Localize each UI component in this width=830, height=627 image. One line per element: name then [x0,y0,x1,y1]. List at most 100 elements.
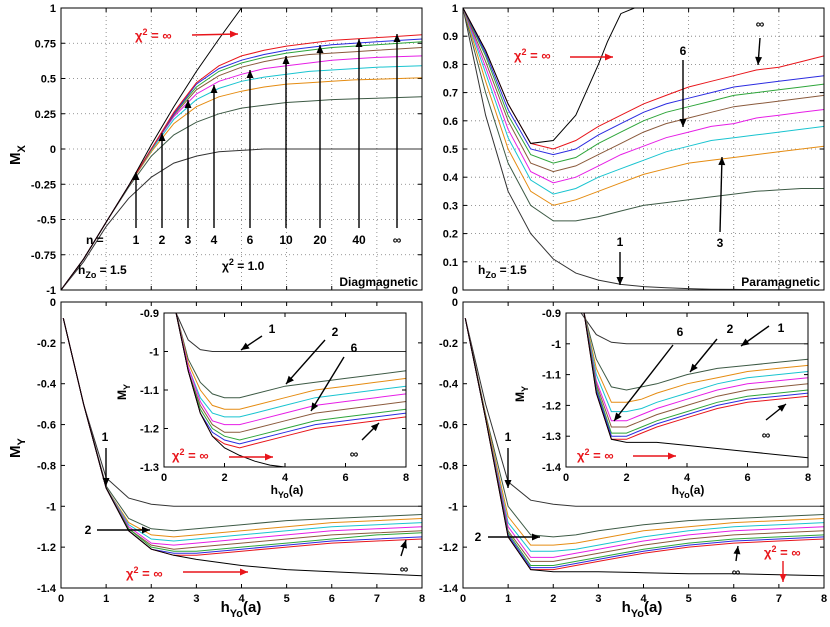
br-series-1 [464,318,824,507]
bl-xtick-label-4: 4 [238,593,245,605]
tl-n-prefix: n = [86,233,104,247]
tl-series-inf [60,34,423,291]
bl-inset-xtick-label-1: 2 [221,472,227,484]
bl-inset-xlabel: hYo(a) [271,483,304,500]
bl-inset-arrow-1-shaft [285,339,326,385]
bl-arrow-0-head [102,478,110,486]
br-inset-xtick-label-1: 2 [623,472,629,484]
tr-arrow-label-0: ∞ [756,17,765,31]
br-inset-series-chi2inf [583,312,809,459]
tl-arrow-label-8: ∞ [393,233,402,247]
tl-frame [60,7,423,291]
tr-ytick-label-6: 0.6 [443,116,458,128]
panels: -1-0.75-0.5-0.2500.250.50.751MXDiagmagne… [7,3,827,620]
tr-arrow-2-shaft [719,156,723,233]
bl-ytick-label-6: -0.2 [37,338,56,350]
bl-inset-series-10 [175,312,407,433]
bl-ytick-label-7: 0 [50,297,56,309]
bl-inset-series-3 [175,312,407,410]
tr-arrow-label-1: 6 [680,44,687,58]
br-ytick-label-6: -0.2 [439,338,458,350]
tl-arrow-label-2: 3 [185,233,192,247]
br-arrow-1 [488,533,540,541]
bl-arrow-2 [400,539,407,557]
bl-inset-chi-inf-arrow [229,453,273,461]
bl-chi-inf-arrow-head [240,568,248,576]
tl-ytick-label-2: -0.5 [37,215,56,227]
tr-arrow-1 [679,60,687,127]
br-inset-arrow-3-head [777,404,786,412]
br-inset-frame [565,312,809,468]
br-inset-ytick-label-1: -1.3 [542,431,561,443]
br-inset-xtick-label-3: 6 [744,472,750,484]
tl-arrow-2 [184,100,192,228]
bl-inset-ytick-label-0: -1.3 [140,462,159,474]
br-arrow-0 [504,448,512,488]
bl-arrow-label-2: ∞ [400,562,409,576]
tl-arrow-label-3: 4 [211,233,218,247]
tl-series-1 [60,148,422,291]
br-inset-arrow-1 [689,338,718,373]
br-inset-series-6 [583,312,809,422]
tl-arrow-5-head [282,56,290,64]
tr-ytick-label-4: 0.4 [443,172,459,184]
tr-series-3 [462,7,825,206]
tl-arrow-2-head [184,100,192,108]
br-series-2 [464,318,825,538]
bl-xlabel: hYo(a) [221,599,262,620]
bl-inset-xtick-label-3: 6 [342,472,348,484]
bl-arrow-1-head [142,526,150,534]
bl-inset-series-6 [175,312,407,426]
tr-arrow-2 [718,156,726,233]
br-inset-xtick-label-4: 8 [805,472,811,484]
br-arrow-label-1: 2 [475,530,482,544]
bl-inset-series-1 [175,312,406,352]
bl-inset-arrow-3 [361,422,380,441]
bl-inset-series-chi2inf [175,312,316,468]
tr-ytick-label-8: 0.8 [443,59,458,71]
tl-ytick-label-1: -0.75 [31,250,56,262]
br-axes: -1.4 -1.2 -1 -0.8 -0.6 -0.4 -0.2 0 0 1 2 3 4 5 6 7 8 hYo(… [439,297,827,620]
tl-arrow-8-head [393,34,401,42]
bl-ytick-label-2: -1 [46,501,56,513]
tr-series-20 [462,7,825,164]
bl-inset-arrow-2-shaft [310,356,345,412]
tr-arrow-label-2: 3 [717,236,724,250]
tr-chi-inf-arrow [570,53,613,61]
tr-hzo-label: hZo = 1.5 [478,263,527,280]
tl-ytick-label-5: 0.25 [35,109,56,121]
tl-arrow-5 [282,56,290,228]
tl-arrow-8 [393,34,401,228]
br-inset-series-40 [583,312,809,437]
bl-inset-arrow-2 [310,356,345,412]
br-xtick-label-0: 0 [460,593,466,605]
tr-ytick-label-1: 0.1 [443,257,458,269]
bl-ytick-label-5: -0.4 [37,379,57,391]
br-inset-arrow-label-2: 1 [778,321,785,335]
bl-inset-arrow-label-0: 1 [269,322,276,336]
bl-xtick-label-1: 1 [103,593,109,605]
tl-arrow-label-5: 10 [279,233,293,247]
tr-ytick-label-5: 0.5 [443,144,458,156]
bl-ytick-label-1: -1.2 [37,542,56,554]
br-ytick-label-4: -0.6 [439,420,458,432]
br-ytick-label-1: -1.2 [439,542,458,554]
tr-ytick-label-3: 0.3 [443,200,458,212]
bl-inset-ytick-label-1: -1.2 [140,424,159,436]
br-inset-axes: -1.4 -1.3 -1.2 -1.1 -1 -0.9 0 2 4 6 8 MY hYo(a) 6 2 1 ∞ χ… [513,308,811,500]
br-xtick-label-1: 1 [505,593,511,605]
tr-arrow-0-head [755,56,763,65]
br-inset-series-1 [580,312,808,345]
br-inset-arrow-1-head [690,363,698,372]
br-series-3 [464,318,825,546]
bl-inset-series-2 [175,312,407,399]
tl-arrow-0 [132,172,140,228]
br-inset-ytick-label-2: -1.2 [542,400,561,412]
tl-arrow-label-6: 20 [313,233,327,247]
br-series-6 [464,318,825,558]
bl-inset-ytick-label-3: -1 [149,347,159,359]
tl-arrow-1-head [158,133,166,141]
br-inset-chi-inf-arrow-head [668,452,676,460]
br-inset-arrow-0 [613,344,674,422]
